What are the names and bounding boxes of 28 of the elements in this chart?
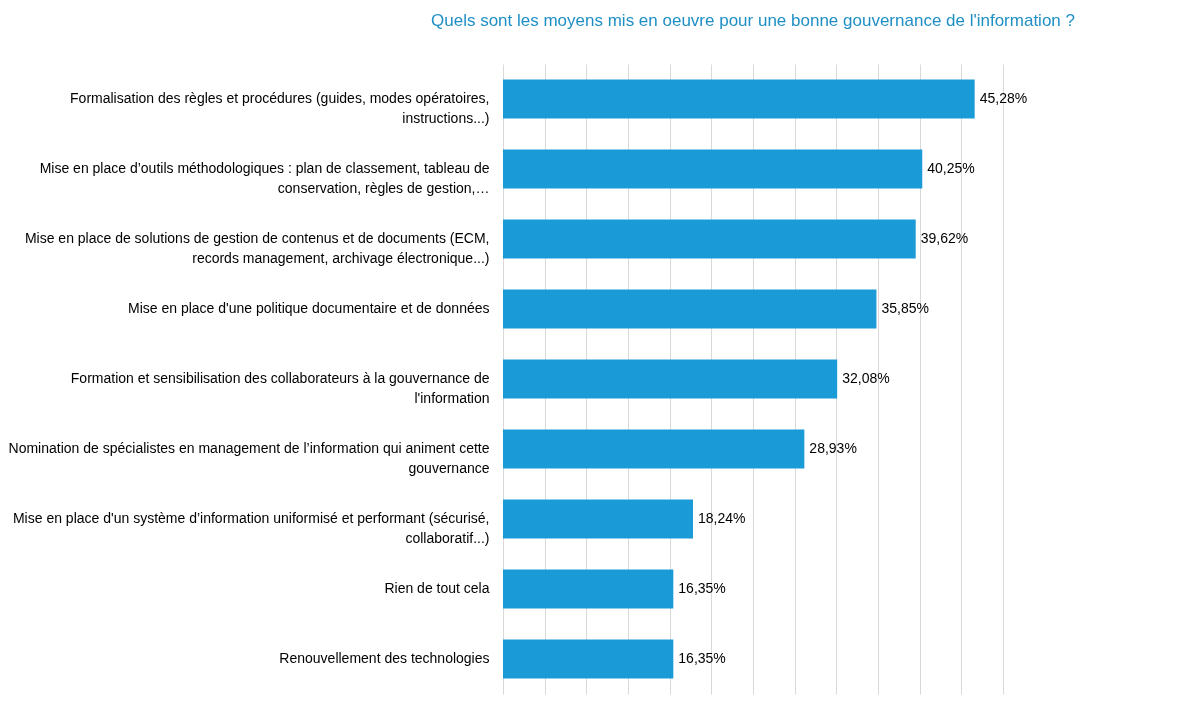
bar xyxy=(503,569,674,609)
bar xyxy=(503,219,916,259)
data-label: 45,28% xyxy=(979,90,1028,106)
data-label: 28,93% xyxy=(809,440,857,456)
data-label: 32,08% xyxy=(842,370,890,386)
y-tick-label: Mise en place d'une politique documentaire et de données xyxy=(128,300,490,316)
data-label: 16,35% xyxy=(678,650,726,666)
y-tick-label: Mise en place d’outils méthodologiques : plan de classement, tableau de conservation, règles de gestion,… xyxy=(39,160,490,196)
bar xyxy=(503,429,805,469)
bar xyxy=(503,289,877,329)
y-tick-label: Renouvellement des technologies xyxy=(279,650,490,666)
data-label: 16,35% xyxy=(678,580,726,596)
bar xyxy=(503,639,674,679)
bar xyxy=(503,499,693,539)
y-tick-label: Rien de tout cela xyxy=(384,580,490,596)
data-label: 40,25% xyxy=(927,160,975,176)
bar xyxy=(503,359,838,399)
data-label: 39,62% xyxy=(920,230,969,246)
y-tick-label: Mise en place d'un système d’information uniformisé et performant (sécurisé, collaboratif...) xyxy=(12,510,490,546)
y-tick-label: Formalisation des règles et procédures (guides, modes opératoires, instructions...) xyxy=(70,90,490,126)
y-tick-label: Mise en place de solutions de gestion de contenus et de documents (ECM, records management, archivage électronique...) xyxy=(24,230,490,266)
data-label: 18,24% xyxy=(698,510,746,526)
bar xyxy=(503,79,975,119)
y-tick-label: Formation et sensibilisation des collaborateurs à la gouvernance de l'information xyxy=(70,370,490,406)
y-tick-label: Nomination de spécialistes en management de l’information qui animent cette gouvernance xyxy=(8,440,490,476)
chart-title: Quels sont les moyens mis en oeuvre pour une bonne gouvernance de l'information ? xyxy=(431,11,1075,30)
bar xyxy=(503,149,923,189)
data-label: 35,85% xyxy=(881,300,929,316)
